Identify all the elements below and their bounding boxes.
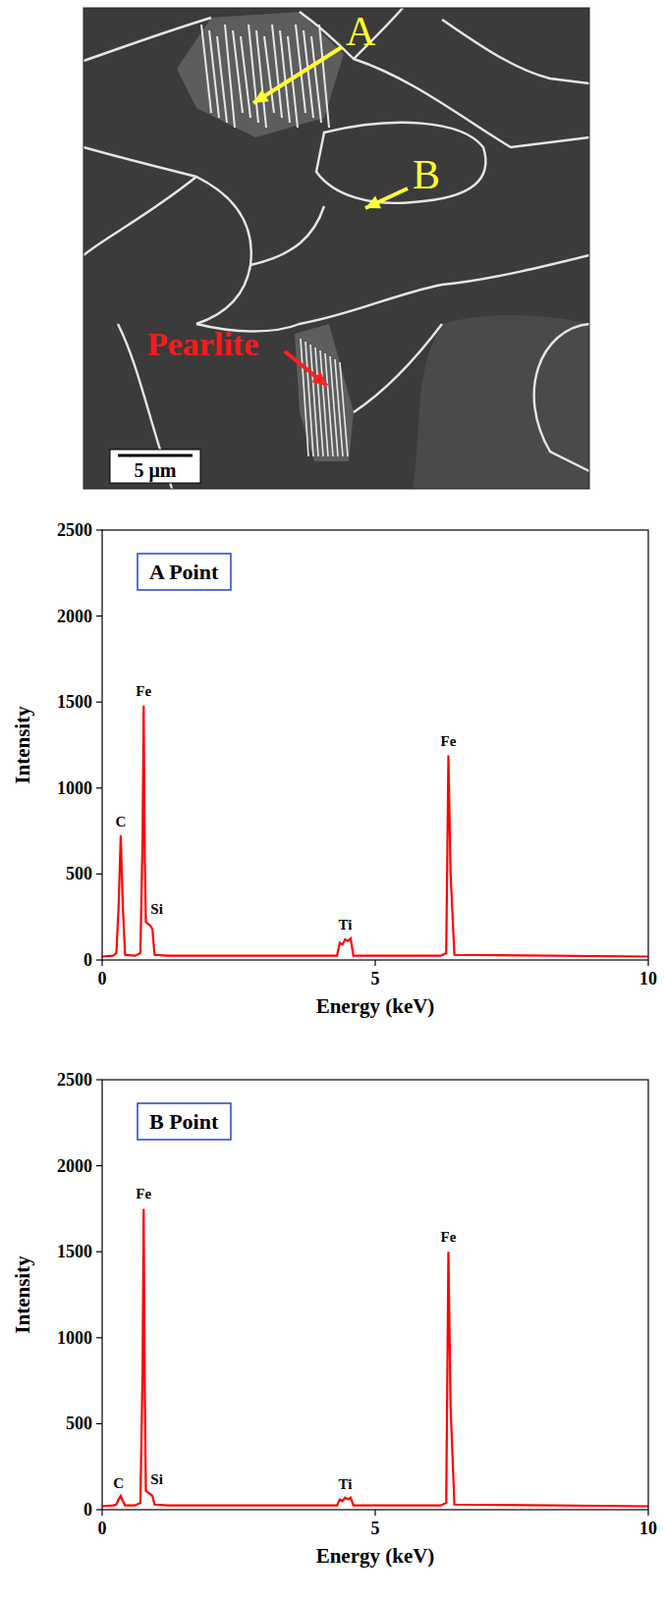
x-tick xyxy=(647,960,649,967)
y-tick-label: 2500 xyxy=(56,1070,93,1091)
x-tick-label: 10 xyxy=(639,969,658,990)
plot-area xyxy=(102,1209,649,1507)
x-tick-label: 10 xyxy=(639,1519,658,1540)
chart: 0 500 1000 1500 2000 2500 0 5 10 Energy (keV) Inte… xyxy=(10,520,658,1019)
lamella xyxy=(319,24,330,128)
peak-label: Ti xyxy=(337,917,352,934)
grain-boundary xyxy=(83,17,212,61)
y-tick-label: 1000 xyxy=(56,1328,93,1349)
x-axis-title: Energy (keV) xyxy=(316,1545,436,1569)
peak-label: Ti xyxy=(337,1477,352,1494)
y-tick xyxy=(96,959,103,961)
lamella xyxy=(334,359,343,457)
x-tick xyxy=(374,960,376,967)
label-pearlite: Pearlite xyxy=(147,326,259,363)
arrow-pearlite xyxy=(284,351,328,387)
y-tick-label: 1500 xyxy=(56,1242,93,1263)
grain-boundary xyxy=(196,255,590,332)
grain-shade xyxy=(412,315,590,490)
title-box xyxy=(137,1104,231,1141)
label-b: B xyxy=(412,152,441,198)
title-box xyxy=(137,553,231,591)
y-tick xyxy=(96,787,103,789)
x-tick-label: 0 xyxy=(98,1519,108,1540)
peak-label: Si xyxy=(150,1472,164,1489)
grain-boundary xyxy=(250,206,325,266)
x-tick-label: 0 xyxy=(98,969,108,990)
peak-label: C xyxy=(114,814,126,830)
y-tick xyxy=(96,1165,103,1167)
grain-boundary xyxy=(83,147,252,325)
peak-label: Fe xyxy=(441,733,457,750)
peak-label: Fe xyxy=(441,1229,457,1246)
pearlite-patch xyxy=(294,324,354,462)
lamella xyxy=(240,36,251,118)
x-tick xyxy=(647,1510,649,1517)
y-tick-label: 0 xyxy=(83,1500,93,1521)
chart-title: A Point xyxy=(149,559,220,585)
grain-boundary xyxy=(442,19,590,84)
x-tick-label: 5 xyxy=(371,1519,381,1540)
y-tick-label: 1500 xyxy=(56,692,93,713)
plot-area xyxy=(102,706,649,958)
lamella xyxy=(339,362,348,457)
micrograph xyxy=(83,7,590,490)
y-tick xyxy=(96,1424,103,1426)
y-axis-title: Intensity xyxy=(10,1256,35,1335)
arrow-a xyxy=(253,47,342,104)
pearlite-patch xyxy=(176,11,344,138)
x-axis-title: Energy (keV) xyxy=(316,995,436,1019)
lamella xyxy=(311,36,322,123)
scale-bar-label: 5 μm xyxy=(134,459,177,483)
y-tick xyxy=(96,702,103,704)
y-tick-label: 500 xyxy=(65,1414,93,1435)
y-tick xyxy=(96,1252,103,1254)
peak-label: C xyxy=(112,1476,124,1493)
y-tick-label: 0 xyxy=(83,950,93,971)
peak-label: Si xyxy=(150,901,164,918)
y-tick xyxy=(96,1337,103,1339)
y-tick xyxy=(96,529,103,531)
y-tick-label: 2000 xyxy=(56,607,93,627)
y-tick xyxy=(96,1079,103,1081)
plot-frame xyxy=(102,530,649,961)
spectrum-line xyxy=(102,706,649,958)
chart: 0 500 1000 1500 2000 2500 0 5 10 Energy (keV) Inte… xyxy=(10,1070,658,1569)
x-tick xyxy=(101,960,103,967)
lamella xyxy=(330,356,338,457)
y-tick-label: 500 xyxy=(65,864,93,885)
scale-bar: 5 μm xyxy=(110,449,201,484)
y-tick xyxy=(96,874,103,876)
y-tick xyxy=(96,615,103,617)
x-tick xyxy=(374,1510,376,1517)
peak-label: Fe xyxy=(135,1186,152,1203)
grain-boundary xyxy=(353,324,443,413)
peak-label: Fe xyxy=(135,683,152,700)
grain-boundary xyxy=(83,176,197,256)
spectrum-line xyxy=(102,1209,649,1507)
label-a: A xyxy=(345,8,377,55)
micrograph-ground xyxy=(83,7,590,490)
y-tick-label: 1000 xyxy=(56,778,93,799)
y-tick-label: 2500 xyxy=(56,520,93,541)
lamella xyxy=(217,36,227,123)
y-tick xyxy=(96,1509,103,1511)
y-tick-label: 2000 xyxy=(56,1157,93,1177)
grain-boundary xyxy=(534,324,590,472)
chart-title: B Point xyxy=(149,1109,220,1135)
x-tick xyxy=(101,1510,103,1517)
y-axis-title: Intensity xyxy=(10,706,35,785)
micrograph-frame xyxy=(83,7,590,490)
figure: ABPearlite5 μm050010001500200025000510En… xyxy=(0,0,664,1600)
arrow-b xyxy=(365,188,408,209)
x-tick-label: 5 xyxy=(371,969,381,990)
plot-frame xyxy=(102,1080,649,1511)
